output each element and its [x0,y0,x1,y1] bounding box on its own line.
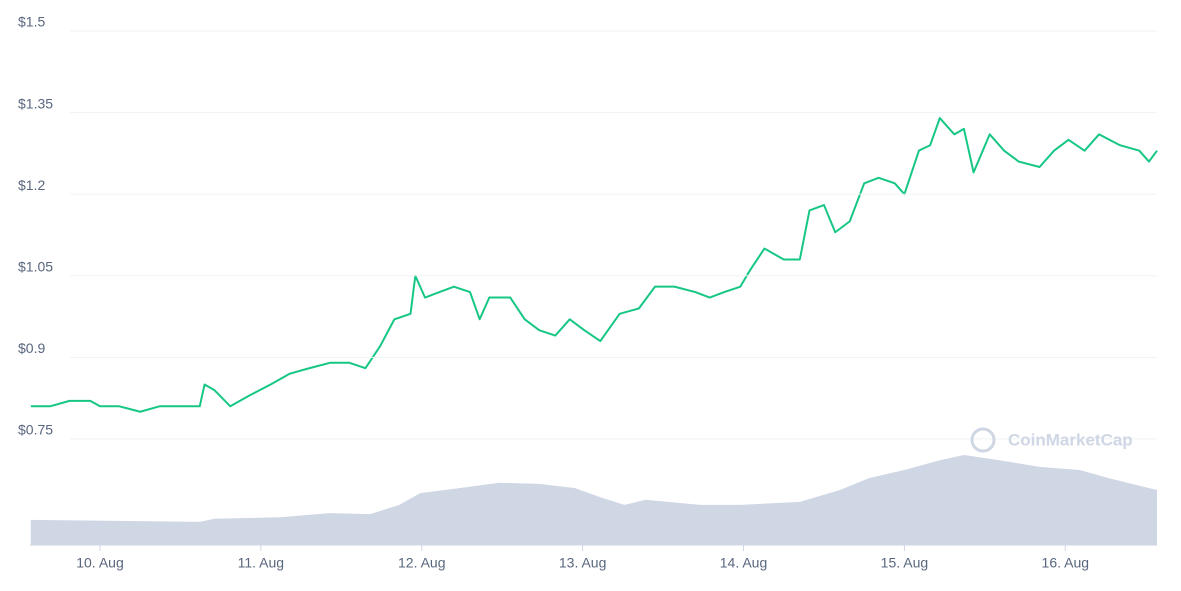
watermark-logo [970,427,996,453]
y-tick-label: $1.35 [18,95,53,111]
x-tick-label: 15. Aug [881,555,929,571]
layer [30,455,1157,545]
x-tick-label: 12. Aug [398,555,446,571]
layer [30,117,1158,413]
x-tick-label: 13. Aug [559,555,607,571]
x-tick-label: 14. Aug [720,555,768,571]
x-tick-label: 10. Aug [76,555,124,571]
y-tick-label: $0.9 [18,340,45,356]
y-tick-label: $1.5 [18,14,45,30]
y-tick-label: $1.2 [18,177,45,193]
watermark: CoinMarketCap [970,427,1133,453]
layer [70,30,1157,440]
x-tick-label: 11. Aug [238,555,284,571]
price-line [30,117,1158,413]
watermark-text: CoinMarketCap [1008,430,1133,449]
y-tick-label: $0.75 [18,422,53,438]
volume-area [30,455,1157,545]
y-tick-label: $1.05 [18,258,53,274]
x-tick-label: 16. Aug [1042,555,1090,571]
